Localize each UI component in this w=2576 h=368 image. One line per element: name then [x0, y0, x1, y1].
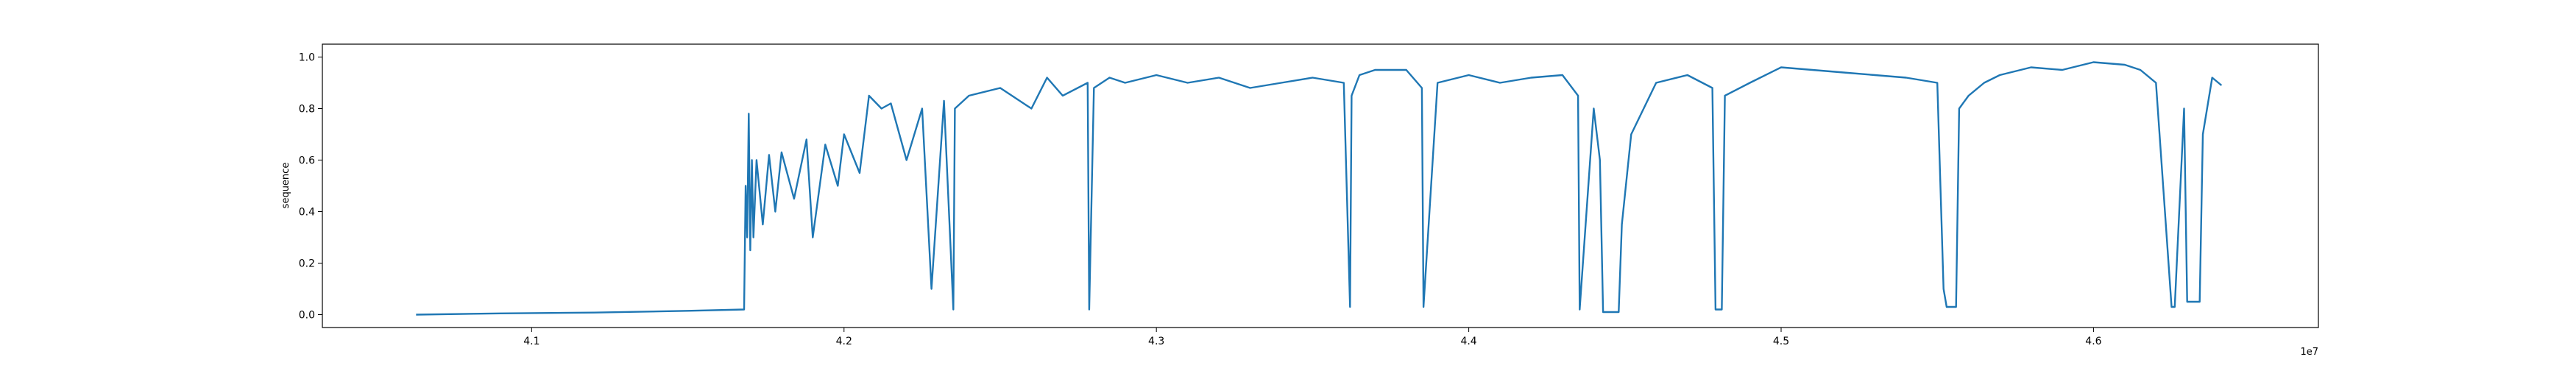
y-tick-label: 0.2: [299, 258, 315, 270]
x-tick-label: 4.3: [1148, 336, 1164, 347]
plot-area: [322, 43, 2319, 328]
y-tick-label: 0.8: [299, 104, 315, 116]
y-tick-label: 0.0: [299, 310, 315, 322]
y-axis: 0.0 0.2 0.4 0.6 0.8 1.0: [299, 52, 322, 322]
x-axis-offset-label: 1e7: [2300, 347, 2318, 358]
x-tick-label: 4.2: [836, 336, 852, 347]
y-axis-label: sequence: [280, 163, 291, 209]
x-axis: 4.1 4.2 4.3 4.4 4.5 4.6: [523, 328, 2102, 347]
y-tick-label: 0.6: [299, 155, 315, 167]
sequence-line: [416, 61, 2223, 316]
y-tick-label: 1.0: [299, 52, 315, 64]
y-tick-label: 0.4: [299, 207, 315, 219]
x-tick-label: 4.5: [1773, 336, 1789, 347]
x-tick-label: 4.4: [1460, 336, 1476, 347]
x-tick-label: 4.6: [2085, 336, 2101, 347]
x-tick-label: 4.1: [523, 336, 539, 347]
plot-frame: [322, 43, 2319, 328]
